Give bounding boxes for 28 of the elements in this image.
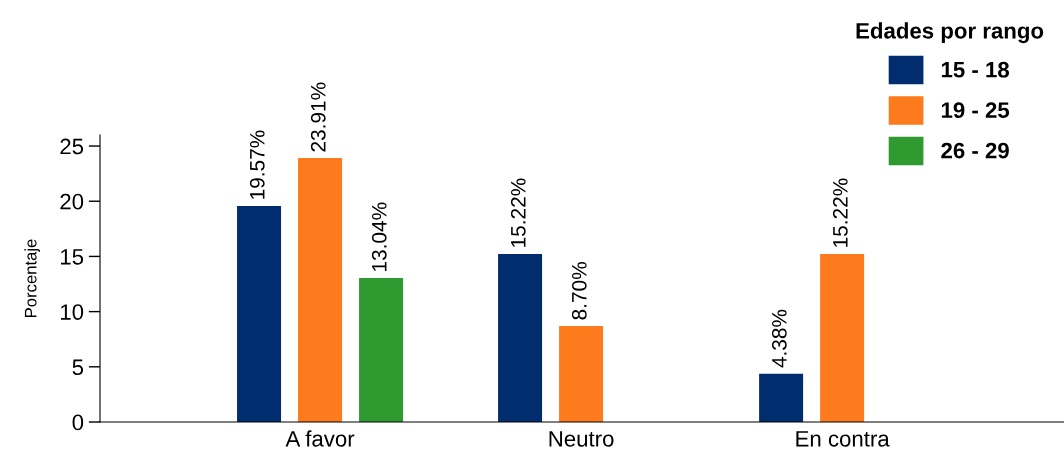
legend-label: 19 - 25: [941, 102, 1010, 119]
y-tick-label: 20: [60, 193, 84, 210]
data-label: 23.91%: [310, 82, 326, 152]
bar: [298, 158, 343, 422]
data-label: 15.22%: [510, 178, 526, 247]
data-label: 8.70%: [571, 262, 587, 320]
legend-label: 26 - 29: [941, 142, 1009, 159]
y-tick-label: 10: [61, 304, 84, 320]
x-tick-label: Neutro: [549, 431, 614, 447]
legend-title: Edades por rango: [856, 22, 1044, 44]
data-label: 4.38%: [771, 309, 787, 368]
y-tick-label: 0: [72, 414, 84, 431]
bar: [759, 373, 804, 422]
data-label: 19.57%: [249, 130, 265, 199]
legend-label: 15 - 18: [941, 61, 1010, 78]
bar: [498, 253, 543, 422]
bar: [237, 205, 282, 422]
data-label: 13.04%: [371, 202, 387, 271]
bar: [359, 278, 404, 422]
bar: [820, 253, 865, 422]
y-tick-label: 5: [72, 359, 84, 376]
x-tick-label: En contra: [796, 431, 890, 447]
y-tick-label: 15: [61, 249, 84, 265]
y-tick-label: 25: [60, 138, 84, 155]
data-label: 15.22%: [832, 178, 848, 247]
x-tick-label: A favor: [285, 430, 355, 447]
bar: [559, 325, 604, 422]
y-axis-title: Porcentaje: [24, 239, 40, 317]
